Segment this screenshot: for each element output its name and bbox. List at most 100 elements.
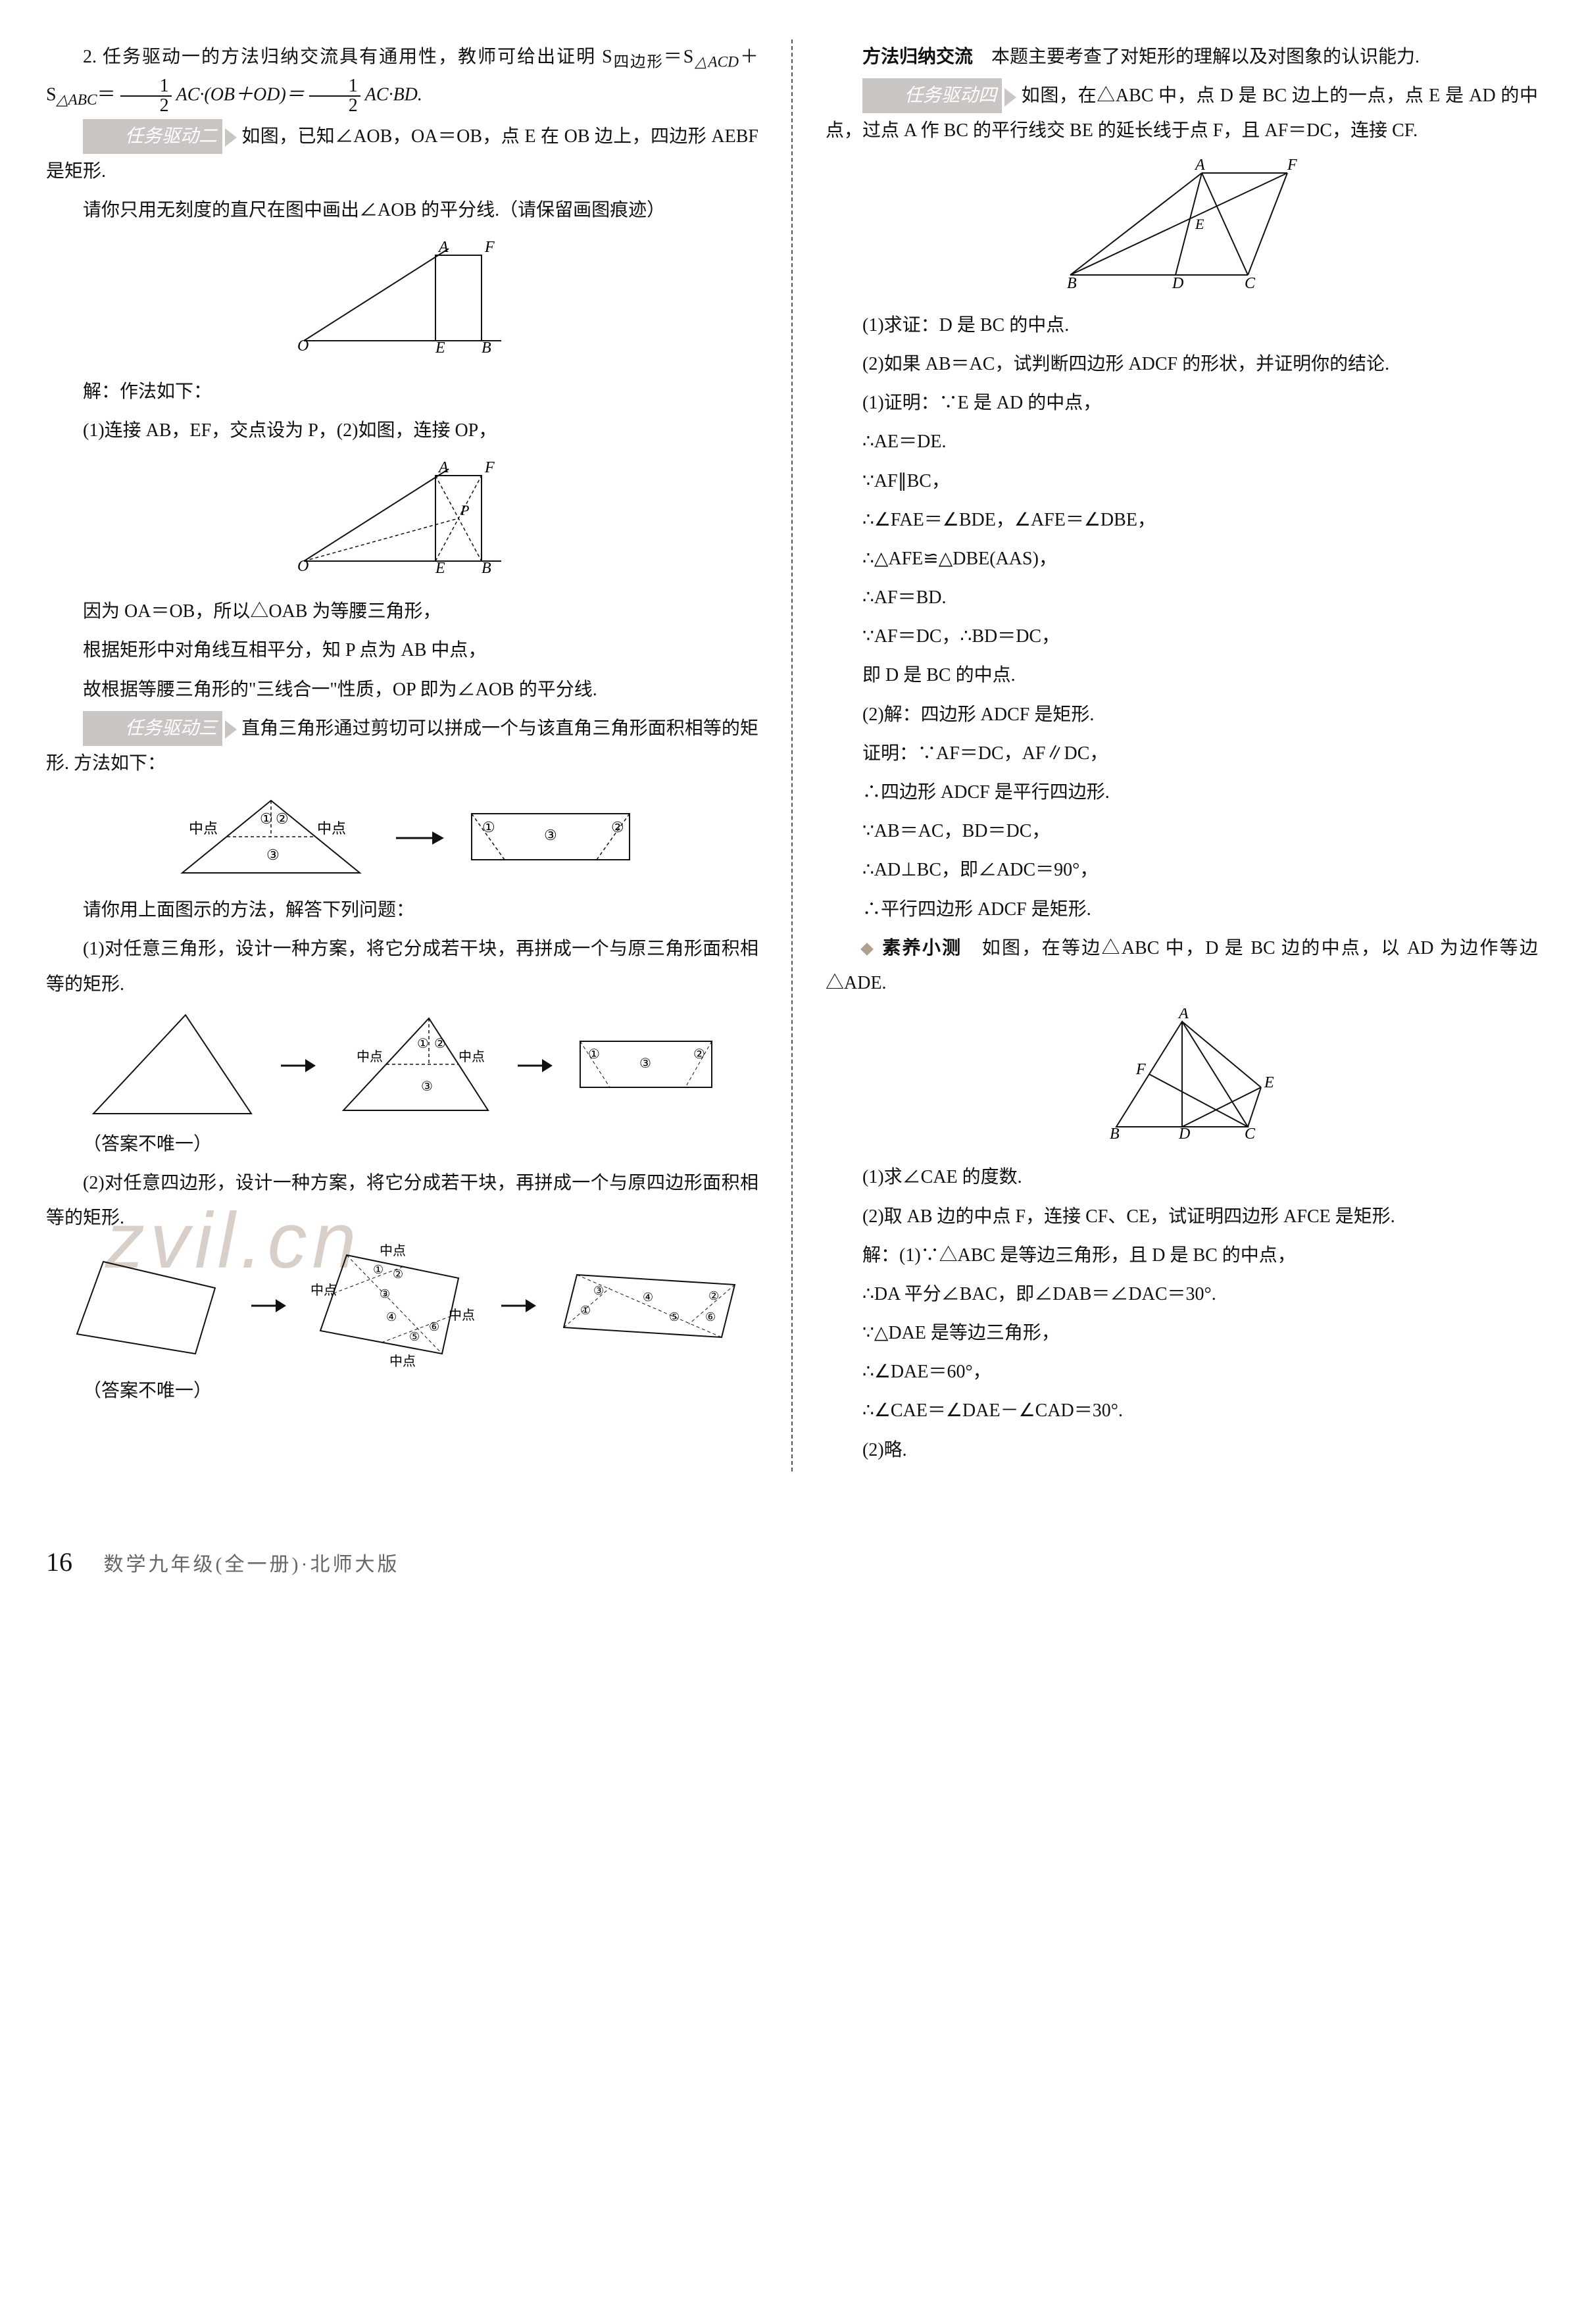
fig-quad-split: ① ② ③ ④ ⑤ ⑥ 中点 中点 中点 中点 ③ ① ④ ⑤ ② ⑥: [46, 1242, 758, 1367]
svg-text:B: B: [1067, 275, 1077, 288]
svg-text:⑥: ⑥: [705, 1310, 716, 1323]
svg-text:②: ②: [693, 1047, 705, 1062]
svg-text:⑤: ⑤: [409, 1330, 420, 1343]
p-t7: 故根据等腰三角形的"三线合一"性质，OP 即为∠AOB 的平分线.: [46, 672, 758, 707]
pf6: ∴AF＝BD.: [826, 580, 1538, 615]
svg-text:③: ③: [639, 1056, 651, 1071]
p-t9: 请你用上面图示的方法，解答下列问题：: [46, 893, 758, 927]
svg-text:E: E: [435, 560, 445, 574]
p-t11: (2)对任意四边形，设计一种方案，将它分成若干块，再拼成一个与原四边形面积相等的…: [46, 1166, 758, 1235]
svg-text:中点: 中点: [189, 820, 218, 837]
pf1: (1)证明：∵E 是 AD 的中点，: [826, 385, 1538, 420]
svg-text:B: B: [482, 339, 491, 354]
footer-text: 数学九年级(全一册)·北师大版: [104, 1554, 400, 1575]
svg-text:中点: 中点: [317, 820, 346, 837]
svg-text:E: E: [1195, 216, 1204, 232]
sq1: (1)求∠CAE 的度数.: [826, 1160, 1538, 1195]
svg-text:③: ③: [544, 827, 557, 843]
svg-text:D: D: [1178, 1125, 1190, 1140]
svg-text:①: ①: [417, 1037, 429, 1051]
sp3: ∵△DAE 是等边三角形，: [826, 1316, 1538, 1350]
pf12: ∵AB＝AC，BD＝DC，: [826, 814, 1538, 849]
pf7: ∵AF＝DC，∴BD＝DC，: [826, 619, 1538, 654]
svg-text:③: ③: [266, 847, 280, 863]
svg-text:⑥: ⑥: [429, 1320, 439, 1333]
svg-text:F: F: [484, 459, 495, 476]
pf9: (2)解：四边形 ADCF 是矩形.: [826, 697, 1538, 732]
svg-text:O: O: [297, 558, 309, 574]
svg-text:A: A: [437, 459, 449, 476]
svg-text:③: ③: [380, 1287, 390, 1300]
sp4: ∴∠DAE＝60°，: [826, 1354, 1538, 1389]
ans-note-1: （答案不唯一）: [46, 1127, 758, 1162]
pf10: 证明：∵AF＝DC，AF∥DC，: [826, 736, 1538, 771]
transform-arrow-icon: [393, 820, 445, 854]
svg-text:①: ①: [580, 1304, 591, 1317]
pf11: ∴四边形 ADCF 是平行四边形.: [826, 775, 1538, 810]
svg-text:B: B: [1110, 1125, 1120, 1140]
svg-text:④: ④: [643, 1291, 653, 1304]
svg-text:F: F: [1287, 157, 1297, 174]
svg-text:③: ③: [593, 1284, 604, 1297]
column-divider: [791, 39, 793, 1471]
svg-text:C: C: [1245, 275, 1256, 288]
diamond-icon: [860, 943, 874, 956]
para-proof: 2. 任务驱动一的方法归纳交流具有通用性，教师可给出证明 S四边形＝S△ACD＋…: [46, 39, 758, 115]
fig-adcf: B D C A F E: [826, 157, 1538, 300]
svg-text:E: E: [435, 339, 445, 354]
p-t4: (1)连接 AB，EF，交点设为 P，(2)如图，连接 OP，: [46, 413, 758, 448]
method-summary: 方法归纳交流 本题主要考查了对矩形的理解以及对图象的认识能力.: [826, 39, 1538, 74]
task-label-4: 任务驱动四: [862, 78, 1002, 113]
p-t3: 请你只用无刻度的直尺在图中画出∠AOB 的平分线.（请保留画图痕迹）: [46, 193, 758, 228]
svg-text:①: ①: [373, 1263, 384, 1276]
svg-text:P: P: [460, 502, 469, 518]
svg-text:中点: 中点: [310, 1283, 337, 1298]
svg-text:⑤: ⑤: [669, 1310, 680, 1323]
svg-text:②: ②: [708, 1289, 719, 1302]
p-t6: 根据矩形中对角线互相平分，知 P 点为 AB 中点，: [46, 633, 758, 668]
svg-text:A: A: [437, 239, 449, 256]
svg-text:中点: 中点: [357, 1049, 383, 1064]
fig-aob-1: O A F E B: [46, 235, 758, 366]
pf3: ∵AF∥BC，: [826, 464, 1538, 499]
page-number: 16: [46, 1547, 72, 1577]
p-t10: (1)对任意三角形，设计一种方案，将它分成若干块，再拼成一个与原三角形面积相等的…: [46, 931, 758, 1001]
sp6: (2)略.: [826, 1433, 1538, 1468]
transform-arrow-icon: [498, 1287, 537, 1322]
svg-text:A: A: [1194, 157, 1205, 174]
svg-text:F: F: [1135, 1061, 1146, 1078]
pf4: ∴∠FAE＝∠BDE，∠AFE＝∠DBE，: [826, 503, 1538, 537]
sy-test-head: 素养小测 如图，在等边△ABC 中，D 是 BC 边的中点，以 AD 为边作等边…: [826, 931, 1538, 1001]
svg-text:中点: 中点: [458, 1049, 485, 1064]
svg-text:②: ②: [393, 1268, 403, 1281]
sp5: ∴∠CAE＝∠DAE－∠CAD＝30°.: [826, 1393, 1538, 1428]
svg-text:中点: 中点: [380, 1243, 406, 1258]
svg-text:E: E: [1264, 1074, 1274, 1091]
svg-text:中点: 中点: [389, 1354, 416, 1367]
svg-text:③: ③: [421, 1079, 433, 1094]
fig-aob-2: P O A F E B: [46, 456, 758, 586]
svg-text:中点: 中点: [449, 1308, 475, 1323]
sp2: ∴DA 平分∠BAC，即∠DAB＝∠DAC＝30°.: [826, 1277, 1538, 1312]
pf14: ∴平行四边形 ADCF 是矩形.: [826, 892, 1538, 927]
svg-text:①: ①: [482, 819, 495, 835]
arrow-icon: [225, 128, 237, 147]
pf2: ∴AE＝DE.: [826, 424, 1538, 459]
transform-arrow-icon: [278, 1047, 317, 1081]
sp1: 解：(1)∵△ABC 是等边三角形，且 D 是 BC 的中点，: [826, 1238, 1538, 1273]
pf13: ∴AD⊥BC，即∠ADC＝90°，: [826, 853, 1538, 887]
fig-eqtri: A B D C E F: [826, 1008, 1538, 1152]
pf5: ∴△AFE≌△DBE(AAS)，: [826, 541, 1538, 576]
svg-text:②: ②: [611, 819, 624, 835]
svg-text:A: A: [1177, 1008, 1189, 1022]
svg-text:C: C: [1245, 1125, 1256, 1140]
q1: (1)求证：D 是 BC 的中点.: [826, 308, 1538, 343]
q2: (2)如果 AB＝AC，试判断四边形 ADCF 的形状，并证明你的结论.: [826, 347, 1538, 382]
transform-arrow-icon: [248, 1287, 287, 1322]
task-label-2: 任务驱动二: [83, 119, 222, 154]
arrow-icon: [225, 720, 237, 739]
fig-rt-split: ① ② ③ 中点 中点 ① ③ ②: [46, 787, 758, 886]
svg-text:①: ①: [588, 1047, 600, 1062]
fig-tri-split: ① ② ③ 中点 中点 ① ③ ②: [46, 1008, 758, 1120]
transform-arrow-icon: [514, 1047, 554, 1081]
